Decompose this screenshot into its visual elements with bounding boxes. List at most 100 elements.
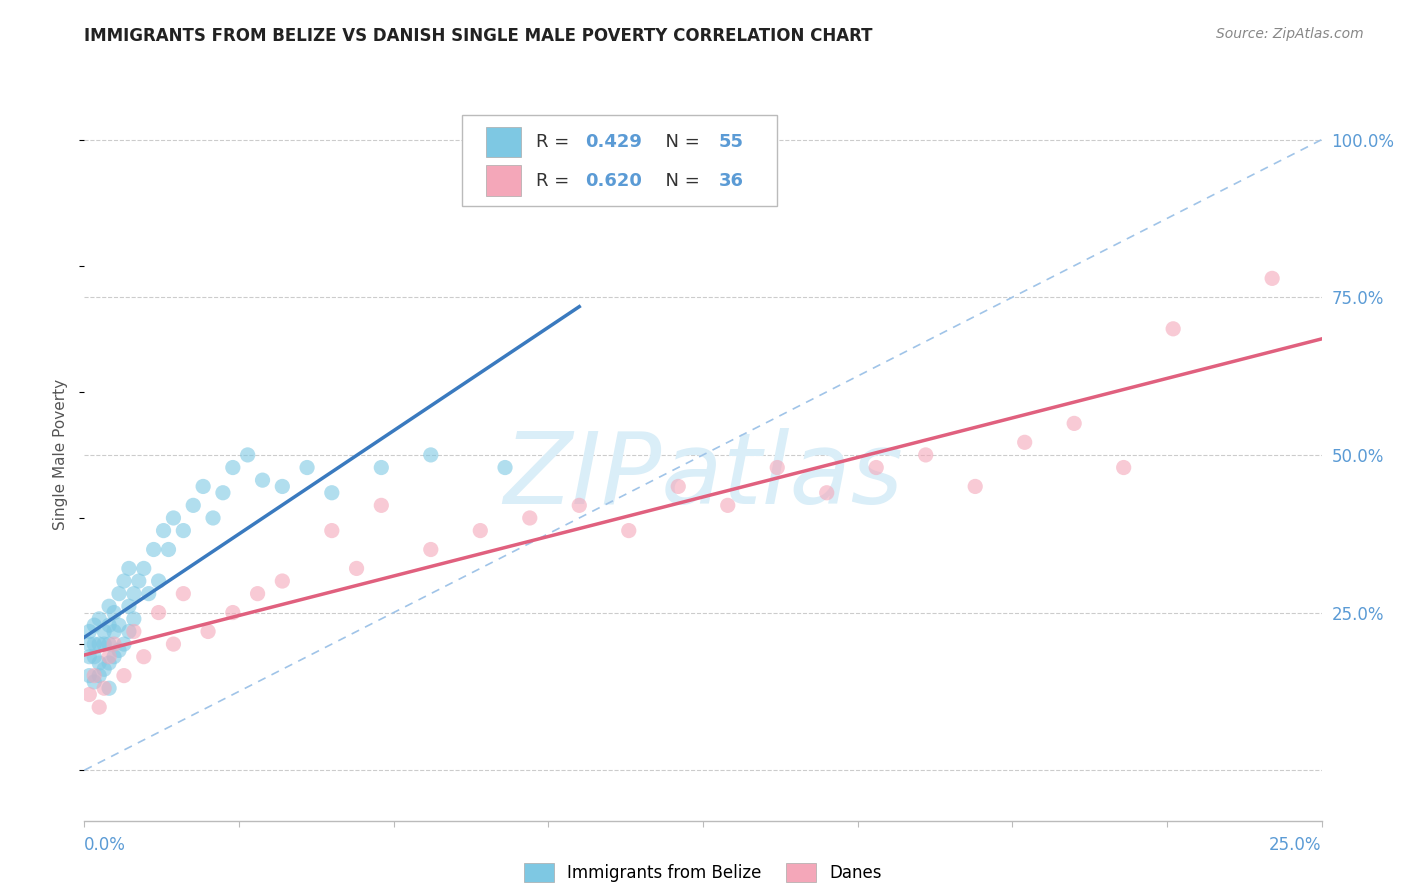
Point <box>98 649 121 664</box>
Point <box>148 574 170 588</box>
Text: 0.0%: 0.0% <box>84 837 127 855</box>
Text: R =: R = <box>536 171 575 190</box>
Text: N =: N = <box>654 171 704 190</box>
Point <box>419 448 441 462</box>
Point <box>222 460 245 475</box>
Text: Source: ZipAtlas.com: Source: ZipAtlas.com <box>1216 27 1364 41</box>
Point <box>470 524 492 538</box>
Point <box>93 681 115 696</box>
Legend: Immigrants from Belize, Danes: Immigrants from Belize, Danes <box>523 863 883 882</box>
Point <box>271 479 294 493</box>
Point <box>172 587 194 601</box>
Point <box>79 668 101 682</box>
Point <box>717 499 740 513</box>
Point <box>118 624 141 639</box>
Point <box>246 587 269 601</box>
Point <box>191 479 214 493</box>
Point <box>98 681 121 696</box>
Point <box>98 599 121 614</box>
Point <box>965 479 987 493</box>
Point <box>1063 417 1085 431</box>
Point <box>89 700 111 714</box>
Text: 0.429: 0.429 <box>585 133 643 151</box>
FancyBboxPatch shape <box>461 115 778 206</box>
Text: 25.0%: 25.0% <box>1270 837 1322 855</box>
Point <box>89 637 111 651</box>
FancyBboxPatch shape <box>486 127 522 157</box>
Point <box>162 637 184 651</box>
Point <box>93 637 115 651</box>
Text: 36: 36 <box>718 171 744 190</box>
Text: IMMIGRANTS FROM BELIZE VS DANISH SINGLE MALE POVERTY CORRELATION CHART: IMMIGRANTS FROM BELIZE VS DANISH SINGLE … <box>84 27 873 45</box>
Point <box>914 448 936 462</box>
Point <box>142 542 165 557</box>
Point <box>666 479 689 493</box>
Text: N =: N = <box>654 133 704 151</box>
Text: ZIPatlas: ZIPatlas <box>503 428 903 525</box>
Point <box>79 688 101 702</box>
Point <box>1014 435 1036 450</box>
Point <box>93 662 115 676</box>
Point <box>568 499 591 513</box>
Point <box>112 574 135 588</box>
Point <box>222 606 245 620</box>
Point <box>118 561 141 575</box>
Text: 55: 55 <box>718 133 744 151</box>
Point <box>132 649 155 664</box>
Point <box>346 561 368 575</box>
Point <box>89 656 111 670</box>
Point <box>79 637 101 651</box>
Point <box>181 499 204 513</box>
Point <box>122 612 145 626</box>
Point <box>519 511 541 525</box>
Point <box>103 637 125 651</box>
Point <box>1112 460 1135 475</box>
Point <box>494 460 516 475</box>
Point <box>617 524 640 538</box>
Point <box>118 599 141 614</box>
Point <box>162 511 184 525</box>
Point <box>83 649 105 664</box>
Point <box>89 668 111 682</box>
Point <box>83 618 105 632</box>
Point <box>419 542 441 557</box>
Point <box>103 606 125 620</box>
Point <box>128 574 150 588</box>
Point <box>112 637 135 651</box>
Point <box>236 448 259 462</box>
Point <box>93 624 115 639</box>
Point <box>1261 271 1284 285</box>
Point <box>83 674 105 689</box>
Point <box>295 460 318 475</box>
Point <box>122 587 145 601</box>
Point <box>132 561 155 575</box>
Point <box>152 524 174 538</box>
Point <box>766 460 789 475</box>
Point <box>172 524 194 538</box>
Point <box>271 574 294 588</box>
Point <box>108 643 131 657</box>
Point <box>370 460 392 475</box>
Point <box>103 624 125 639</box>
Point <box>122 624 145 639</box>
Point <box>321 485 343 500</box>
Point <box>98 618 121 632</box>
FancyBboxPatch shape <box>486 165 522 196</box>
Point <box>103 649 125 664</box>
Point <box>252 473 274 487</box>
Point <box>197 624 219 639</box>
Point <box>108 587 131 601</box>
Point <box>79 624 101 639</box>
Point <box>321 524 343 538</box>
Point <box>865 460 887 475</box>
Point <box>89 612 111 626</box>
Text: 0.620: 0.620 <box>585 171 643 190</box>
Point <box>98 656 121 670</box>
Point <box>202 511 225 525</box>
Point <box>370 499 392 513</box>
Y-axis label: Single Male Poverty: Single Male Poverty <box>53 379 69 531</box>
Point <box>815 485 838 500</box>
Point <box>138 587 160 601</box>
Point <box>79 649 101 664</box>
Point <box>212 485 235 500</box>
